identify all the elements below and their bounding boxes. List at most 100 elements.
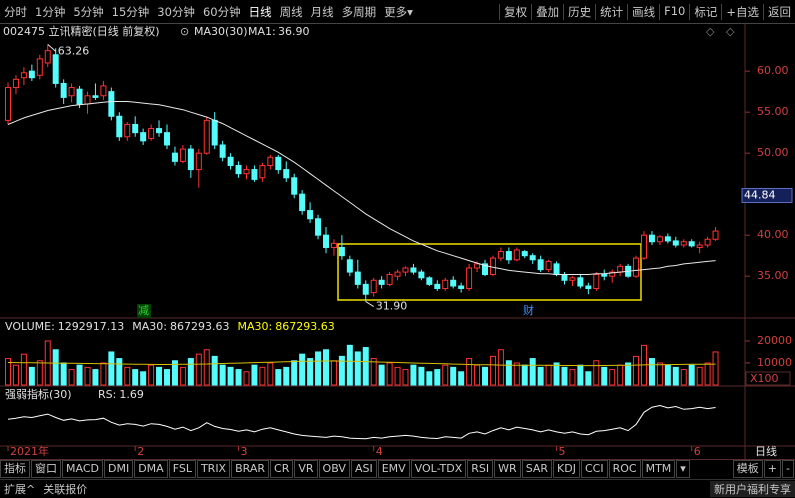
period-tab[interactable]: 月线 bbox=[310, 4, 334, 19]
volume-bar bbox=[712, 351, 719, 386]
candle-body bbox=[545, 260, 552, 271]
volume-bar bbox=[529, 358, 536, 386]
indicator-tab[interactable]: CCI bbox=[580, 460, 608, 478]
candle-body bbox=[251, 169, 258, 180]
period-tab[interactable]: 分时 bbox=[4, 4, 27, 19]
period-tab[interactable]: 15分钟 bbox=[111, 4, 150, 19]
legend-value: 867293.63 bbox=[170, 320, 230, 333]
volume-bar bbox=[195, 353, 202, 386]
indicator-tab[interactable]: WR bbox=[494, 460, 521, 478]
indicator-tab[interactable]: SAR bbox=[521, 460, 553, 478]
indicator-tab[interactable]: KDJ bbox=[553, 460, 580, 478]
indicator-tab[interactable]: RSI bbox=[467, 460, 494, 478]
ma-label: MA1: bbox=[248, 25, 276, 38]
indicator-tab[interactable]: DMA bbox=[134, 460, 168, 478]
footer-link[interactable]: 关联报价 bbox=[43, 483, 88, 496]
tool-button[interactable]: F10 bbox=[659, 3, 689, 20]
tab-button[interactable]: - bbox=[782, 460, 794, 478]
promo-link[interactable]: 新用户福利专享 bbox=[714, 483, 791, 496]
period-tab[interactable]: 更多▾ bbox=[384, 4, 413, 19]
candle-body bbox=[195, 152, 202, 171]
volume-bar bbox=[60, 362, 67, 386]
indicator-tab[interactable]: OBV bbox=[318, 460, 350, 478]
candle-body bbox=[450, 279, 457, 287]
indicator-tab[interactable]: MACD bbox=[62, 460, 103, 478]
indicator-tab[interactable]: ▾ bbox=[676, 460, 690, 478]
candle-body bbox=[474, 263, 481, 269]
volume-bar bbox=[394, 366, 401, 386]
candle-body bbox=[164, 132, 170, 146]
tool-button[interactable]: 统计 bbox=[595, 3, 627, 20]
period-tab[interactable]: 周线 bbox=[279, 4, 303, 19]
volume-bar bbox=[378, 364, 385, 386]
indicator-tab[interactable]: CR bbox=[270, 460, 294, 478]
volume-bar bbox=[418, 366, 425, 386]
volume-bar bbox=[656, 362, 663, 386]
indicator-tab[interactable]: DMI bbox=[103, 460, 134, 478]
tool-button[interactable]: +自选 bbox=[721, 3, 763, 20]
tool-button[interactable]: 画线 bbox=[627, 3, 659, 20]
legend-name: MA30: bbox=[237, 320, 272, 333]
tool-button[interactable]: 历史 bbox=[563, 3, 595, 20]
annotation-label: 63.26 bbox=[58, 44, 90, 57]
candle-body bbox=[124, 123, 131, 138]
volume-bar bbox=[346, 344, 353, 386]
volume-bar bbox=[267, 362, 274, 386]
candle-body bbox=[442, 279, 449, 289]
period-tab[interactable]: 1分钟 bbox=[35, 4, 66, 19]
candle-body bbox=[585, 285, 592, 289]
icon[interactable]: ◇ bbox=[706, 25, 715, 38]
candle-body bbox=[641, 234, 647, 259]
x-tick-label: 3 bbox=[241, 445, 248, 458]
indicator-tab[interactable]: ROC bbox=[608, 460, 641, 478]
indicator-tab[interactable]: VR bbox=[294, 460, 318, 478]
volume-bar bbox=[235, 369, 242, 386]
volume-bar bbox=[108, 351, 115, 386]
indicator-tab[interactable]: BRAR bbox=[231, 460, 270, 478]
tool-button[interactable]: 叠加 bbox=[531, 3, 563, 20]
period-tab[interactable]: 60分钟 bbox=[202, 4, 241, 19]
x-tick-label: 2021年 bbox=[10, 444, 49, 458]
indicator-tab[interactable]: ASI bbox=[350, 460, 377, 478]
volume-bar bbox=[362, 347, 369, 386]
indicator-tab[interactable]: 窗口 bbox=[31, 460, 61, 478]
volume-bar bbox=[243, 371, 250, 386]
candle-body bbox=[132, 123, 139, 134]
indicator-tab[interactable]: VOL-TDX bbox=[410, 460, 467, 478]
volume-bar bbox=[577, 364, 584, 386]
period-tab[interactable]: 30分钟 bbox=[157, 4, 195, 19]
tab-button[interactable]: + bbox=[763, 460, 782, 478]
period-tab[interactable]: 日线 bbox=[248, 4, 272, 19]
candle-body bbox=[680, 241, 687, 246]
tool-button[interactable]: 复权 bbox=[499, 3, 531, 20]
candle-body bbox=[156, 128, 163, 134]
volume-bar bbox=[76, 364, 83, 386]
period-tab[interactable]: 多周期 bbox=[341, 4, 377, 19]
volume-bar bbox=[171, 360, 178, 386]
candle-body bbox=[688, 241, 695, 247]
icon: ⊙ bbox=[180, 25, 189, 38]
candle-body bbox=[171, 152, 178, 162]
period-tab[interactable]: 5分钟 bbox=[73, 4, 104, 19]
volume-bar bbox=[20, 353, 27, 386]
tool-button[interactable]: 标记 bbox=[689, 3, 721, 20]
candle-body bbox=[330, 242, 337, 248]
volume-ma-line bbox=[7, 360, 716, 367]
indicator-tab[interactable]: FSL bbox=[168, 460, 196, 478]
tool-button[interactable]: 返回 bbox=[763, 3, 795, 20]
chart: 002475 立讯精密(日线 前复权) ⊙ MA30(30) MA1: 36.9… bbox=[0, 24, 795, 459]
y-tick-label: 40.00 bbox=[757, 228, 789, 241]
volume-bar bbox=[100, 362, 107, 386]
footer-link[interactable]: 扩展^ bbox=[4, 483, 36, 496]
indicator-tab[interactable]: MTM bbox=[641, 460, 676, 478]
candle-body bbox=[672, 240, 679, 246]
icon[interactable]: ◇ bbox=[726, 25, 735, 38]
volume-bar bbox=[672, 366, 679, 386]
indicator-tab[interactable]: EMV bbox=[377, 460, 410, 478]
candle-body bbox=[68, 87, 75, 97]
indicator-tab[interactable]: TRIX bbox=[196, 460, 231, 478]
tab-button[interactable]: 模板 bbox=[732, 460, 763, 478]
volume-bar bbox=[489, 355, 496, 386]
volume-bar bbox=[617, 364, 624, 386]
candle-body bbox=[108, 91, 115, 117]
